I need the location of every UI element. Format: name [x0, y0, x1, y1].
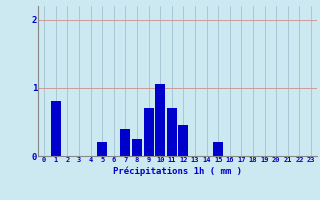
Bar: [97, 142, 107, 156]
Bar: [144, 108, 154, 156]
Bar: [179, 125, 188, 156]
X-axis label: Précipitations 1h ( mm ): Précipitations 1h ( mm ): [113, 166, 242, 176]
Bar: [167, 108, 177, 156]
Bar: [132, 139, 142, 156]
Bar: [155, 84, 165, 156]
Bar: [213, 142, 223, 156]
Bar: [120, 129, 130, 156]
Bar: [51, 101, 61, 156]
